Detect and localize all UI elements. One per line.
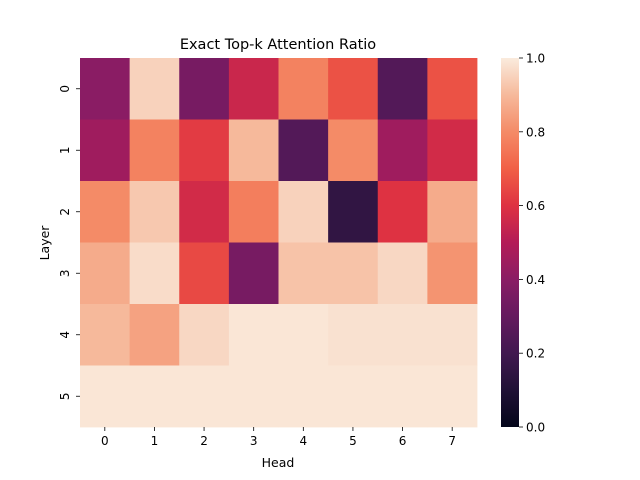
heatmap-cell-r0-c0	[80, 58, 131, 120]
x-tick-label: 2	[200, 434, 208, 448]
x-tick-label: 6	[399, 434, 407, 448]
heatmap-cell-r3-c7	[427, 242, 478, 305]
heatmap-cell-r4-c6	[377, 304, 428, 366]
x-tick-label: 0	[101, 434, 109, 448]
heatmap-cell-r4-c0	[80, 304, 131, 366]
heatmap-cell-r3-c5	[328, 242, 379, 305]
heatmap-cell-r0-c5	[328, 58, 379, 120]
heatmap-cell-r1-c0	[80, 119, 131, 182]
heatmap-cell-r0-c3	[228, 58, 279, 120]
heatmap-cell-r2-c1	[129, 181, 180, 243]
heatmap-cell-r5-c7	[427, 365, 478, 428]
colorbar-tick-label: 0.6	[526, 199, 545, 213]
y-axis: 0 1 2 3 4 5	[58, 85, 80, 400]
heatmap-cell-r4-c7	[427, 304, 478, 366]
heatmap-cell-r5-c1	[129, 365, 180, 428]
heatmap-cell-r3-c3	[228, 242, 279, 305]
x-axis-label: Head	[262, 455, 295, 470]
heatmap-cell-r0-c1	[129, 58, 180, 120]
y-tick-label: 5	[58, 392, 72, 400]
x-tick-label: 7	[448, 434, 456, 448]
heatmap-cell-r5-c4	[278, 365, 329, 428]
y-axis-label: Layer	[37, 225, 52, 261]
x-tick-label: 4	[299, 434, 307, 448]
y-tick-label: 1	[58, 146, 72, 154]
heatmap-cell-r0-c2	[179, 58, 230, 120]
heatmap-cell-r3-c0	[80, 242, 131, 305]
heatmap-cell-r2-c0	[80, 181, 131, 243]
colorbar: 0.0 0.2 0.4 0.6 0.8 1.0	[501, 52, 545, 435]
colorbar-gradient	[501, 58, 519, 427]
heatmap-cell-r0-c4	[278, 58, 329, 120]
x-tick-label: 3	[250, 434, 258, 448]
y-tick-label: 4	[58, 331, 72, 339]
heatmap-cells	[80, 58, 478, 428]
heatmap-cell-r2-c7	[427, 181, 478, 243]
heatmap-cell-r1-c2	[179, 119, 230, 182]
heatmap-cell-r4-c5	[328, 304, 379, 366]
heatmap-cell-r2-c2	[179, 181, 230, 243]
heatmap-cell-r4-c4	[278, 304, 329, 366]
colorbar-tick-label: 0.2	[526, 347, 545, 361]
heatmap-cell-r2-c3	[228, 181, 279, 243]
heatmap-cell-r3-c6	[377, 242, 428, 305]
x-axis: 0 1 2 3 4 5 6 7	[101, 427, 456, 448]
heatmap-cell-r5-c0	[80, 365, 131, 428]
heatmap-cell-r3-c2	[179, 242, 230, 305]
heatmap-cell-r5-c6	[377, 365, 428, 428]
x-tick-label: 1	[151, 434, 159, 448]
heatmap-cell-r4-c3	[228, 304, 279, 366]
heatmap-cell-r3-c1	[129, 242, 180, 305]
heatmap-cell-r5-c2	[179, 365, 230, 428]
y-tick-label: 2	[58, 208, 72, 216]
heatmap-cell-r1-c6	[377, 119, 428, 182]
chart-title: Exact Top-k Attention Ratio	[180, 37, 376, 53]
heatmap-cell-r1-c4	[278, 119, 329, 182]
colorbar-tick-label: 1.0	[526, 52, 545, 66]
heatmap-cell-r1-c3	[228, 119, 279, 182]
heatmap-cell-r1-c7	[427, 119, 478, 182]
x-tick-label: 5	[349, 434, 357, 448]
heatmap-cell-r5-c3	[228, 365, 279, 428]
y-tick-label: 0	[58, 85, 72, 93]
heatmap-cell-r2-c4	[278, 181, 329, 243]
colorbar-tick-label: 0.4	[526, 273, 545, 287]
heatmap-cell-r5-c5	[328, 365, 379, 428]
heatmap-cell-r0-c7	[427, 58, 478, 120]
heatmap-cell-r0-c6	[377, 58, 428, 120]
heatmap-cell-r1-c1	[129, 119, 180, 182]
colorbar-tick-label: 0.0	[526, 421, 545, 435]
heatmap-cell-r4-c2	[179, 304, 230, 366]
y-tick-label: 3	[58, 269, 72, 277]
heatmap-cell-r2-c6	[377, 181, 428, 243]
heatmap-cell-r4-c1	[129, 304, 180, 366]
heatmap-cell-r3-c4	[278, 242, 329, 305]
colorbar-tick-label: 0.8	[526, 125, 545, 139]
heatmap-cell-r2-c5	[328, 181, 379, 243]
heatmap-cell-r1-c5	[328, 119, 379, 182]
